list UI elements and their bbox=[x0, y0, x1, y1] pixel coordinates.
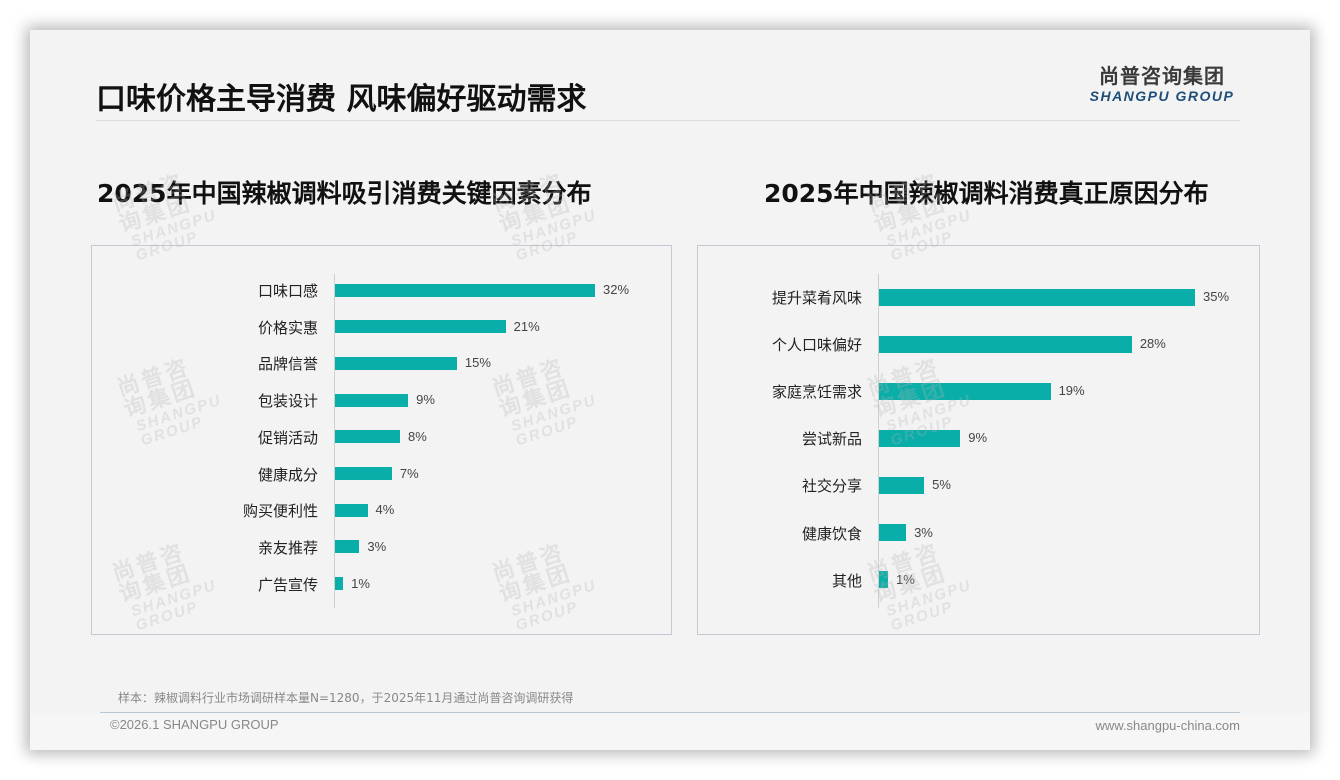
company-logo: 尚普咨询集团 SHANGPU GROUP bbox=[1086, 64, 1238, 104]
right-chart-panel: 提升菜肴风味 35% 个人口味偏好 28% 家庭烹饪需求 19% 尝试新品 9% 社交分享 5% 健… bbox=[697, 245, 1260, 635]
data-bar[interactable] bbox=[335, 503, 368, 517]
category-label: 社交分享 bbox=[801, 477, 862, 496]
data-value-label: 19% bbox=[1058, 383, 1085, 399]
data-value-label: 9% bbox=[416, 392, 435, 408]
category-label: 亲友推荐 bbox=[257, 538, 318, 557]
data-bar[interactable] bbox=[879, 288, 1196, 306]
data-value-label: 32% bbox=[603, 282, 630, 297]
page-title: 口味价格主导消费 风味偏好驱动需求 bbox=[96, 82, 587, 117]
category-label: 提升菜肴风味 bbox=[771, 289, 862, 307]
category-label: 包装设计 bbox=[257, 392, 318, 411]
category-label: 价格实惠 bbox=[257, 318, 318, 337]
left-chart-title: 2025年中国辣椒调料吸引消费关键因素分布 bbox=[97, 179, 592, 208]
logo-en-text: SHANGPU GROUP bbox=[1089, 88, 1235, 104]
title-divider bbox=[96, 120, 1240, 121]
category-label: 健康成分 bbox=[257, 465, 318, 484]
website-link[interactable]: www.shangpu-china.com bbox=[1095, 718, 1240, 733]
data-value-label: 3% bbox=[367, 538, 387, 554]
footer-divider bbox=[100, 712, 1240, 713]
sample-note: 样本：辣椒调料行业市场调研样本量N=1280，于2025年11月通过尚普咨询调研… bbox=[118, 691, 574, 705]
category-label: 其他 bbox=[831, 571, 862, 590]
category-label: 尝试新品 bbox=[801, 430, 862, 449]
data-value-label: 15% bbox=[464, 355, 491, 371]
data-value-label: 28% bbox=[1139, 336, 1166, 352]
data-bar[interactable] bbox=[879, 335, 1132, 353]
category-label: 健康饮食 bbox=[801, 524, 862, 543]
category-label: 广告宣传 bbox=[257, 575, 318, 594]
data-bar[interactable] bbox=[879, 571, 889, 589]
data-bar[interactable] bbox=[335, 467, 392, 480]
data-bar[interactable] bbox=[335, 393, 409, 407]
category-label: 购买便利性 bbox=[242, 502, 318, 521]
data-value-label: 8% bbox=[408, 428, 427, 444]
data-value-label: 3% bbox=[914, 524, 933, 540]
right-chart-axis bbox=[878, 274, 879, 608]
category-label: 个人口味偏好 bbox=[771, 336, 862, 355]
data-value-label: 21% bbox=[513, 318, 540, 334]
data-bar[interactable] bbox=[335, 283, 595, 297]
data-value-label: 1% bbox=[896, 571, 915, 587]
data-bar[interactable] bbox=[335, 320, 506, 334]
slide: 口味价格主导消费 风味偏好驱动需求 尚普咨询集团 SHANGPU GROUP 尚… bbox=[30, 30, 1310, 750]
left-chart-panel: 口味口感 32% 价格实惠 21% 品牌信誉 15% 包装设计 9% 促销活动 8% 健康成分 7% 购… bbox=[91, 245, 672, 635]
data-value-label: 4% bbox=[375, 502, 395, 518]
data-bar[interactable] bbox=[879, 429, 961, 447]
category-label: 家庭烹饪需求 bbox=[771, 383, 862, 402]
category-label: 促销活动 bbox=[257, 428, 318, 447]
data-value-label: 7% bbox=[399, 465, 419, 481]
data-value-label: 9% bbox=[968, 430, 988, 446]
data-value-label: 35% bbox=[1203, 289, 1230, 304]
left-chart-axis bbox=[334, 274, 335, 608]
data-bar[interactable] bbox=[879, 382, 1051, 400]
category-label: 口味口感 bbox=[257, 282, 318, 300]
data-bar[interactable] bbox=[879, 524, 907, 541]
data-value-label: 1% bbox=[351, 575, 370, 591]
data-bar[interactable] bbox=[335, 356, 457, 370]
data-bar[interactable] bbox=[335, 430, 400, 444]
right-chart-title: 2025年中国辣椒调料消费真正原因分布 bbox=[764, 179, 1209, 208]
copyright-text: ©2026.1 SHANGPU GROUP bbox=[110, 717, 279, 732]
data-bar[interactable] bbox=[879, 476, 925, 494]
data-bar[interactable] bbox=[335, 577, 344, 591]
category-label: 品牌信誉 bbox=[257, 355, 318, 374]
data-bar[interactable] bbox=[335, 540, 360, 554]
footer-band bbox=[30, 713, 1310, 750]
data-value-label: 5% bbox=[932, 477, 951, 493]
logo-cn-text: 尚普咨询集团 bbox=[1099, 64, 1225, 88]
